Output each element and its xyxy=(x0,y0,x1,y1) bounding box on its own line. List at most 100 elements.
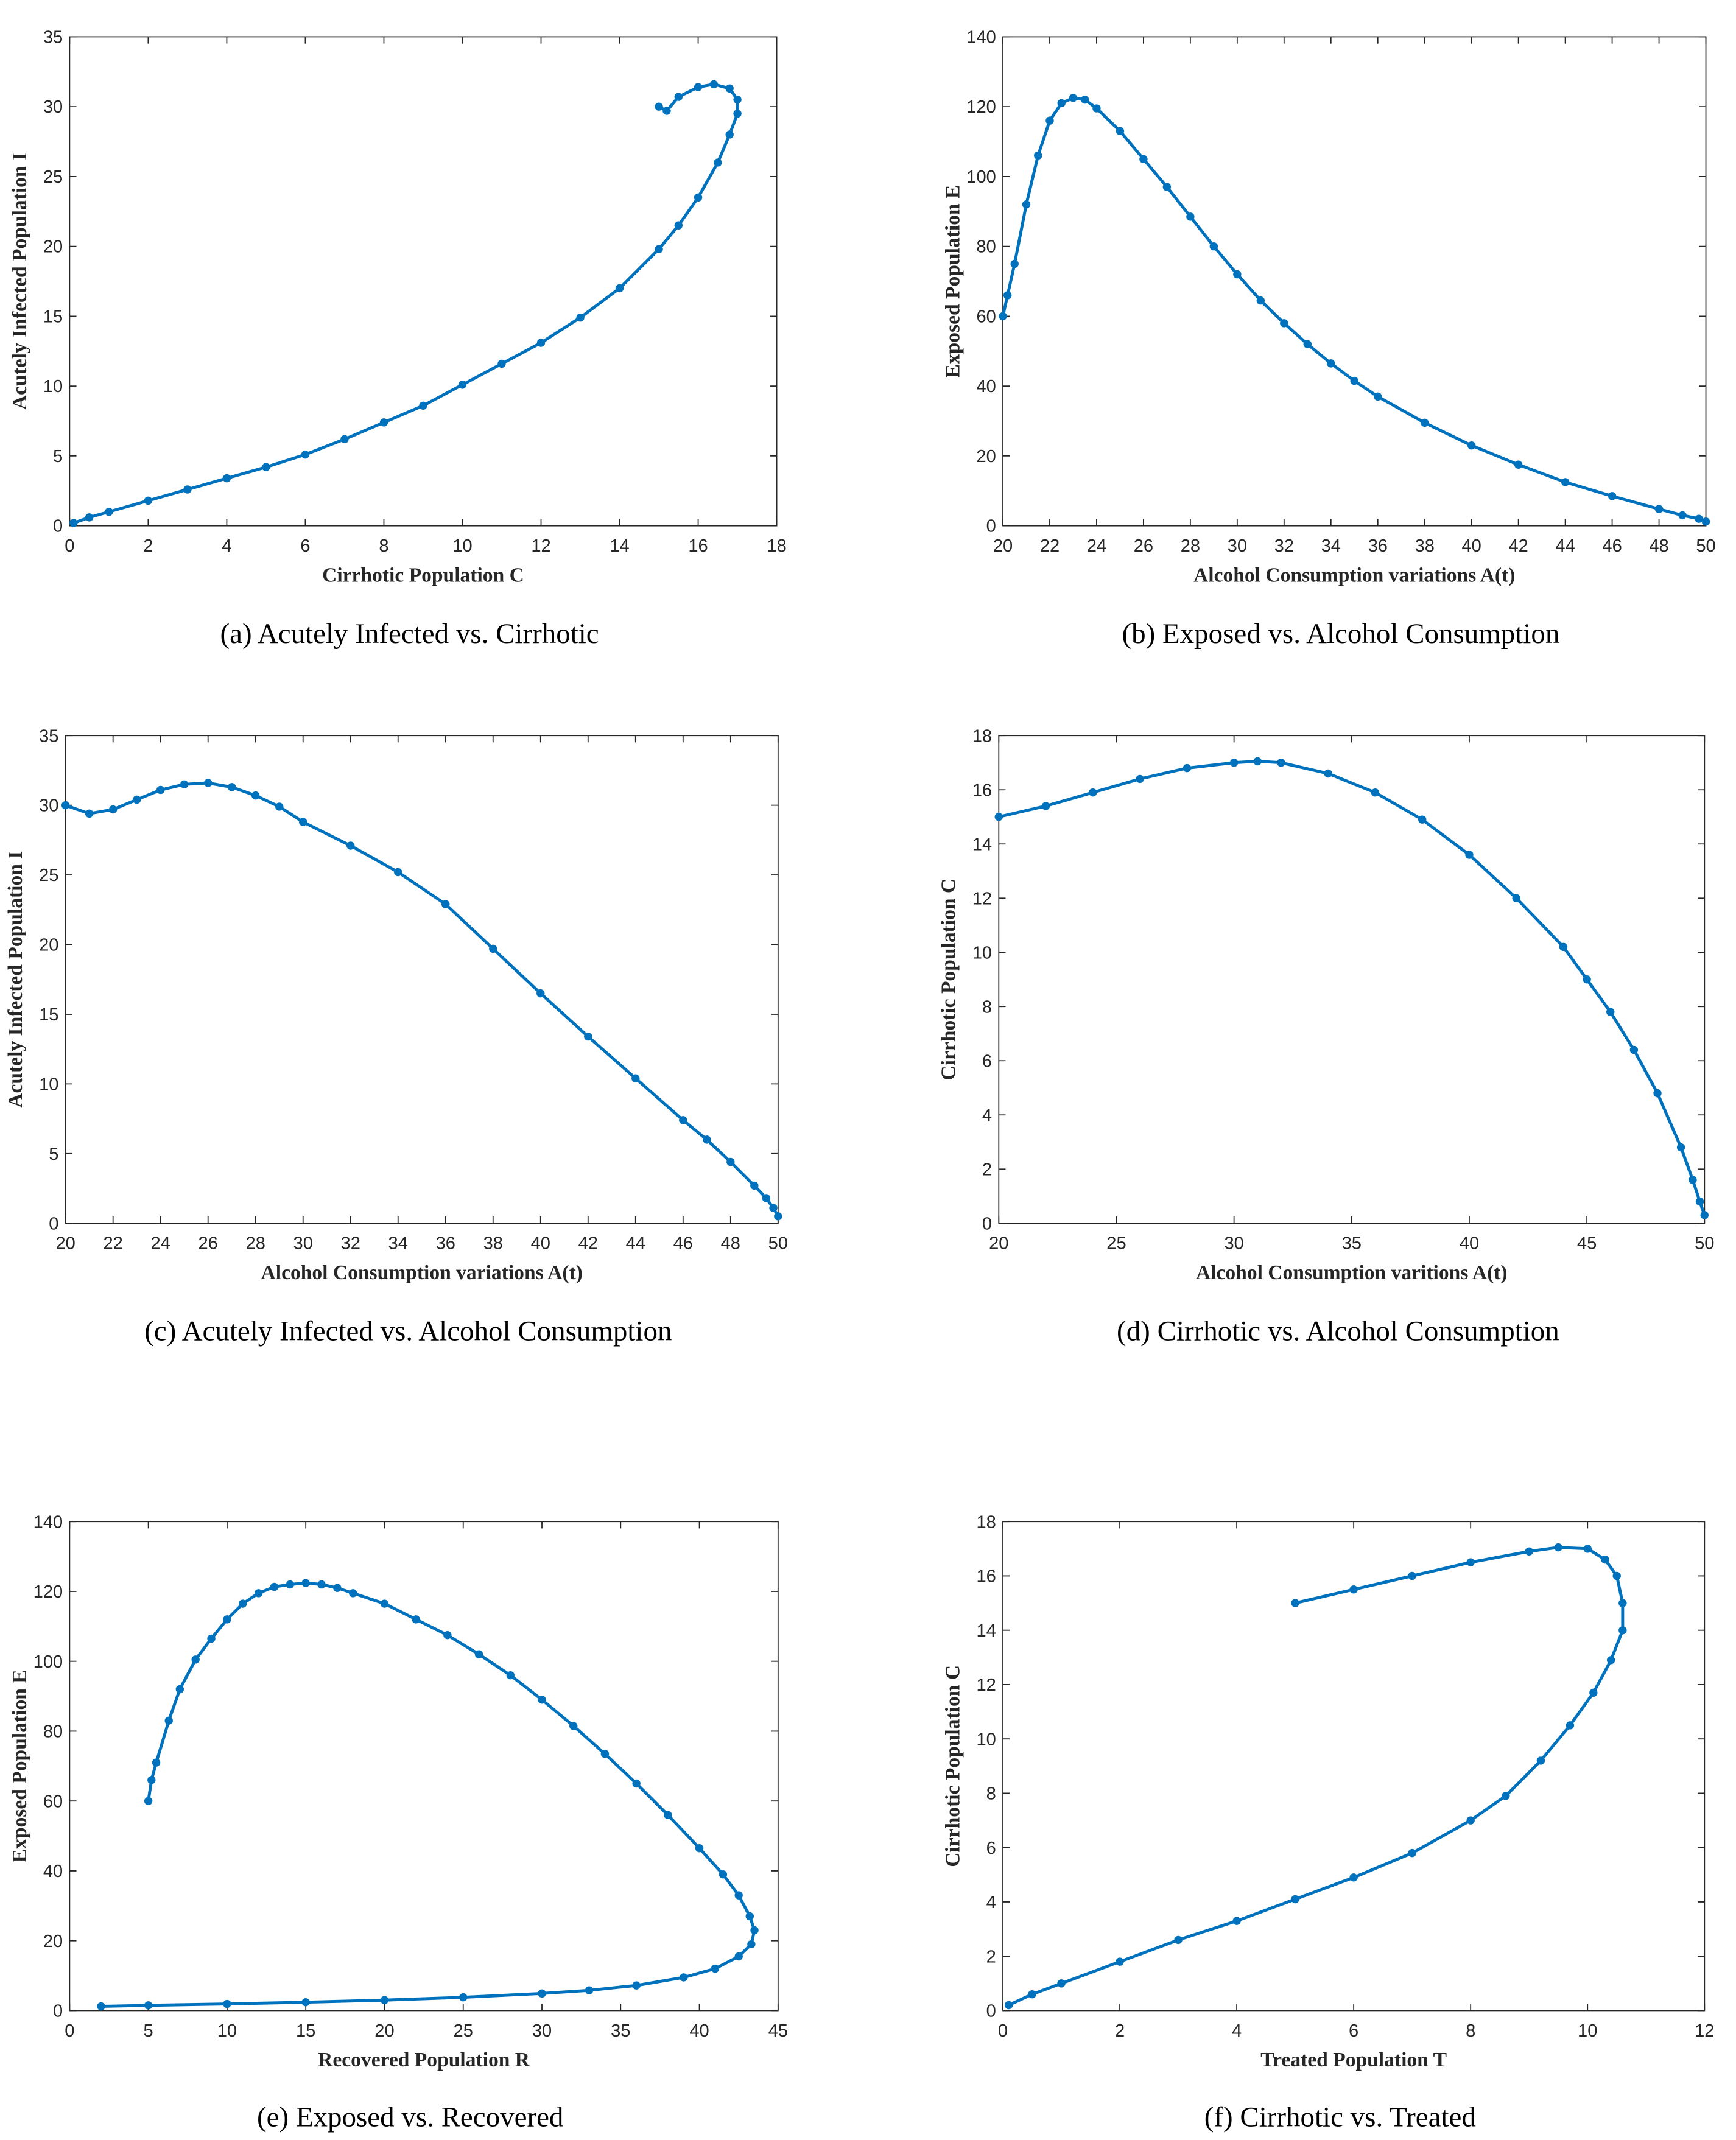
y-tick-label: 20 xyxy=(39,936,58,955)
x-tick-label: 40 xyxy=(1460,1234,1479,1254)
x-tick-label: 24 xyxy=(1087,536,1106,556)
x-tick-label: 12 xyxy=(531,536,550,556)
data-point xyxy=(1653,1089,1662,1098)
y-tick-label: 5 xyxy=(53,447,63,466)
x-tick-label: 12 xyxy=(1695,2021,1714,2041)
data-point xyxy=(994,812,1003,821)
x-tick-label: 6 xyxy=(1349,2021,1358,2041)
data-point xyxy=(349,1589,357,1598)
data-point xyxy=(1467,441,1476,450)
data-point xyxy=(734,1952,743,1961)
caption: (b) Exposed vs. Alcohol Consumption xyxy=(1122,618,1559,650)
data-point xyxy=(536,989,545,998)
y-tick-label: 40 xyxy=(43,1862,63,1881)
x-tick-label: 45 xyxy=(768,2021,788,2041)
x-tick-label: 46 xyxy=(1602,536,1622,556)
y-tick-label: 100 xyxy=(966,167,996,187)
x-tick-label: 30 xyxy=(1228,536,1247,556)
y-axis-label: Cirrhotic Population C xyxy=(941,1665,964,1867)
data-point xyxy=(1408,1848,1416,1858)
data-point xyxy=(1374,392,1382,401)
data-point xyxy=(506,1671,515,1680)
data-point xyxy=(1618,1626,1627,1635)
x-tick-label: 34 xyxy=(388,1234,408,1254)
data-point xyxy=(254,1589,263,1598)
data-point xyxy=(333,1584,342,1592)
data-point xyxy=(1256,296,1265,305)
data-point xyxy=(1350,376,1358,385)
y-tick-label: 12 xyxy=(976,1675,996,1695)
y-tick-label: 30 xyxy=(39,796,58,816)
data-point xyxy=(207,1634,216,1643)
x-tick-label: 22 xyxy=(1040,536,1060,556)
data-point xyxy=(1514,460,1523,469)
data-point xyxy=(1700,1211,1709,1219)
data-point xyxy=(1465,851,1474,859)
chart-panel: 20 22 24 26 28 30 32 34 36 38 40 42 44 46 48 5002040608… xyxy=(941,27,1715,650)
x-tick-label: 32 xyxy=(341,1234,360,1254)
y-tick-label: 20 xyxy=(43,237,63,257)
data-point xyxy=(1695,514,1703,523)
data-point xyxy=(679,1116,687,1124)
data-point xyxy=(1608,492,1617,500)
y-tick-label: 35 xyxy=(39,726,58,746)
y-tick-label: 16 xyxy=(976,1567,996,1587)
data-point xyxy=(1554,1543,1562,1552)
data-point xyxy=(1466,1558,1475,1566)
data-point xyxy=(340,435,349,444)
data-point xyxy=(1092,104,1101,113)
caption: (d) Cirrhotic vs. Alcohol Consumption xyxy=(1117,1316,1559,1347)
data-point xyxy=(180,780,189,789)
y-tick-label: 80 xyxy=(976,237,996,257)
y-tick-label: 6 xyxy=(986,1839,996,1858)
y-tick-label: 14 xyxy=(976,1621,996,1641)
data-point xyxy=(1583,975,1591,984)
y-tick-label: 80 xyxy=(43,1722,63,1742)
data-point xyxy=(346,841,355,850)
x-tick-label: 2 xyxy=(1115,2021,1125,2041)
x-tick-label: 50 xyxy=(768,1234,788,1254)
data-point xyxy=(175,1685,184,1694)
x-tick-label: 24 xyxy=(151,1234,170,1254)
data-point xyxy=(726,1157,735,1166)
caption: (e) Exposed vs. Recovered xyxy=(257,2102,563,2133)
x-tick-label: 8 xyxy=(1466,2021,1475,2041)
data-point xyxy=(270,1582,279,1591)
data-point xyxy=(694,193,703,202)
data-point xyxy=(655,102,663,111)
data-point xyxy=(1654,505,1664,513)
data-point xyxy=(1583,1545,1592,1553)
x-tick-label: 26 xyxy=(1134,536,1153,556)
data-point xyxy=(1689,1176,1697,1184)
data-point xyxy=(569,1722,578,1730)
data-point xyxy=(725,130,734,139)
data-point xyxy=(1612,1571,1621,1580)
data-point xyxy=(1589,1688,1598,1697)
data-point xyxy=(1010,259,1019,268)
data-point xyxy=(1701,517,1710,526)
data-point xyxy=(1525,1547,1533,1556)
data-point xyxy=(1041,802,1050,810)
data-point xyxy=(1606,1656,1615,1665)
x-tick-label: 18 xyxy=(767,536,786,556)
data-point xyxy=(1327,359,1335,368)
data-point xyxy=(1233,270,1242,279)
data-point xyxy=(144,2001,153,2010)
data-point xyxy=(458,381,467,389)
data-point xyxy=(203,779,213,787)
y-tick-label: 120 xyxy=(33,1582,63,1602)
y-tick-label: 35 xyxy=(43,27,63,47)
data-point xyxy=(1089,788,1097,797)
data-point xyxy=(1408,1571,1416,1580)
data-point xyxy=(1291,1599,1299,1607)
data-point xyxy=(1678,511,1687,520)
x-tick-label: 10 xyxy=(1578,2021,1597,2041)
data-line xyxy=(998,760,1706,1216)
data-point xyxy=(191,1655,200,1664)
y-tick-label: 0 xyxy=(49,1214,58,1233)
x-tick-label: 30 xyxy=(532,2021,552,2041)
plot-frame xyxy=(1002,1521,1706,2012)
x-tick-label: 48 xyxy=(721,1234,740,1254)
x-tick-label: 4 xyxy=(1232,2021,1242,2041)
